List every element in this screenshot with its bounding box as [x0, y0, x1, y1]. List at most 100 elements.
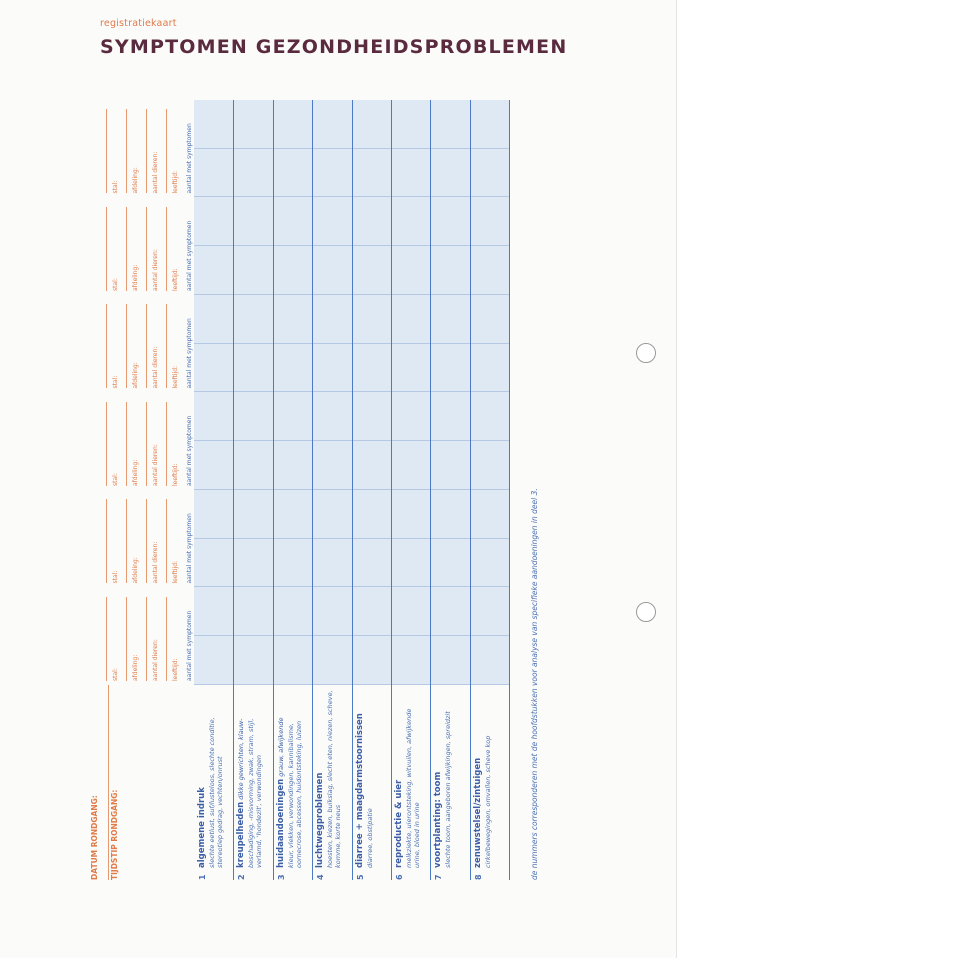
row-number: 3 — [276, 874, 286, 880]
date-field-label: DATUM RONDGANG: — [90, 795, 99, 880]
row-title: kreupelheden dikke gewrichten, klauw- — [236, 718, 247, 868]
field-line-afdeling[interactable] — [126, 499, 127, 584]
field-line-afdeling[interactable] — [126, 402, 127, 486]
field-line-leeftijd[interactable] — [166, 207, 167, 291]
row-separator — [351, 100, 353, 880]
field-label-stal: stal: — [112, 375, 119, 389]
field-label-afdeling: afdeling: — [132, 167, 139, 194]
symptoms-count-label: aantal met symptomen — [186, 610, 193, 681]
field-line-leeftijd[interactable] — [166, 402, 167, 486]
time-field-label: TIJDSTIP RONDGANG: — [110, 789, 119, 880]
symptoms-count-label: aantal met symptomen — [186, 513, 193, 584]
field-label-afdeling: afdeling: — [132, 654, 139, 681]
field-label-stal: stal: — [112, 278, 119, 291]
field-line-stal[interactable] — [106, 402, 107, 486]
animal-group-column-2: stal: afdeling: aantal dieren: leeftijd: aan… — [106, 496, 194, 584]
field-label-stal: stal: — [112, 668, 119, 681]
animal-group-column-3: stal: afdeling: aantal dieren: leeftijd: aan… — [106, 398, 194, 486]
field-label-aantal-dieren: aantal dieren: — [152, 444, 159, 486]
field-line-aantal-dieren[interactable] — [146, 304, 147, 389]
row-title: algemene indruk — [197, 787, 207, 868]
field-line-stal[interactable] — [106, 109, 107, 194]
header-rule — [108, 685, 109, 880]
row-number: 5 — [355, 874, 365, 880]
symptom-form: DATUM RONDGANG: TIJDSTIP RONDGANG: de nu… — [84, 100, 544, 880]
field-label-afdeling: afdeling: — [132, 264, 139, 291]
field-line-afdeling[interactable] — [126, 597, 127, 681]
field-line-stal[interactable] — [106, 499, 107, 584]
symptoms-count-label: aantal met symptomen — [186, 123, 193, 194]
field-label-stal: stal: — [112, 473, 119, 486]
row-number: 7 — [434, 874, 444, 880]
row-separator — [430, 100, 432, 880]
row-description: slechte eetlust, suf/lusteloos, slechte … — [208, 717, 224, 868]
field-line-afdeling[interactable] — [126, 304, 127, 389]
row-description: beschadiging, -misvorming, zwak, stram, … — [247, 718, 264, 868]
animal-group-column-6: stal: afdeling: aantal dieren: leeftijd: aan… — [106, 106, 194, 194]
field-line-afdeling[interactable] — [126, 109, 127, 194]
row-separator — [272, 100, 274, 880]
binder-hole — [636, 602, 656, 622]
field-line-stal[interactable] — [106, 207, 107, 291]
row-title: reproductie & uier — [393, 779, 404, 868]
row-title-suffix: grauw, afwijkende — [276, 717, 285, 779]
row-title: zenuwstelsel/zintuigen — [472, 757, 483, 868]
field-line-aantal-dieren[interactable] — [146, 109, 147, 194]
row-title: luchtwegproblemen — [315, 772, 326, 868]
field-label-aantal-dieren: aantal dieren: — [152, 151, 159, 194]
row-number: 8 — [473, 874, 483, 880]
row-separator — [390, 100, 392, 880]
symptoms-count-label: aantal met symptomen — [186, 415, 193, 486]
field-line-leeftijd[interactable] — [166, 597, 167, 681]
field-label-afdeling: afdeling: — [132, 557, 139, 584]
field-line-stal[interactable] — [106, 597, 107, 681]
row-description: melkziekte, uierontsteking, witvuilen, a… — [404, 708, 421, 868]
field-label-leeftijd: leeftijd: — [172, 365, 179, 389]
field-label-leeftijd: leeftijd: — [172, 170, 179, 194]
row-description: kleur, vlekken, verwondingen, kannibalis… — [286, 720, 303, 868]
field-line-aantal-dieren[interactable] — [146, 207, 147, 291]
field-line-stal[interactable] — [106, 304, 107, 389]
field-line-leeftijd[interactable] — [166, 499, 167, 584]
row-separator — [469, 100, 471, 880]
row-description: hoesten, kiezen, buikslag, slecht eten, … — [326, 690, 343, 868]
row-separator — [233, 100, 235, 880]
field-line-leeftijd[interactable] — [166, 109, 167, 194]
field-line-afdeling[interactable] — [126, 207, 127, 291]
row-title: huidaandoeningen grauw, afwijkende — [275, 717, 286, 868]
row-number: 6 — [394, 874, 404, 880]
sheet-kicker: registratiekaart — [100, 18, 177, 29]
footnote: de nummers corresponderen met de hoofdst… — [530, 488, 539, 880]
field-label-afdeling: afdeling: — [132, 459, 139, 486]
symptoms-count-label: aantal met symptomen — [186, 318, 193, 389]
field-line-aantal-dieren[interactable] — [146, 402, 147, 486]
row-title: voortplanting: toom — [433, 771, 444, 868]
field-label-aantal-dieren: aantal dieren: — [152, 541, 159, 584]
binder-hole — [636, 343, 656, 363]
animal-group-column-4: stal: afdeling: aantal dieren: leeftijd: aan… — [106, 301, 194, 389]
field-label-aantal-dieren: aantal dieren: — [152, 249, 159, 291]
symptoms-count-label: aantal met symptomen — [186, 220, 193, 291]
row-description: slechte toom, aangeboren afwijkingen, sp… — [444, 711, 453, 868]
field-line-leeftijd[interactable] — [166, 304, 167, 389]
row-title-suffix: dikke gewrichten, klauw- — [237, 718, 246, 802]
field-label-stal: stal: — [112, 180, 119, 194]
field-label-leeftijd: leeftijd: — [172, 560, 179, 584]
row-number: 2 — [237, 874, 247, 880]
row-separator — [509, 100, 510, 880]
row-number: 1 — [198, 874, 207, 880]
animal-group-column-1: stal: afdeling: aantal dieren: leeftijd: aan… — [106, 593, 194, 681]
field-label-leeftijd: leeftijd: — [172, 658, 179, 681]
page-title: SYMPTOMEN GEZONDHEIDSPROBLEMEN — [100, 36, 568, 58]
row-separator — [312, 100, 314, 880]
registration-sheet: registratiekaart SYMPTOMEN GEZONDHEIDSPR… — [84, 0, 677, 958]
row-description: cirkelbewegingen, omvallen, scheve kop — [483, 735, 492, 868]
field-label-afdeling: afdeling: — [132, 362, 139, 389]
animal-group-column-5: stal: afdeling: aantal dieren: leeftijd: aan… — [106, 203, 194, 291]
row-title: diarree + maagdarmstoornissen — [354, 713, 365, 868]
field-line-aantal-dieren[interactable] — [146, 597, 147, 681]
field-label-aantal-dieren: aantal dieren: — [152, 346, 159, 389]
field-label-leeftijd: leeftijd: — [172, 463, 179, 486]
field-label-stal: stal: — [112, 570, 119, 584]
field-line-aantal-dieren[interactable] — [146, 499, 147, 584]
